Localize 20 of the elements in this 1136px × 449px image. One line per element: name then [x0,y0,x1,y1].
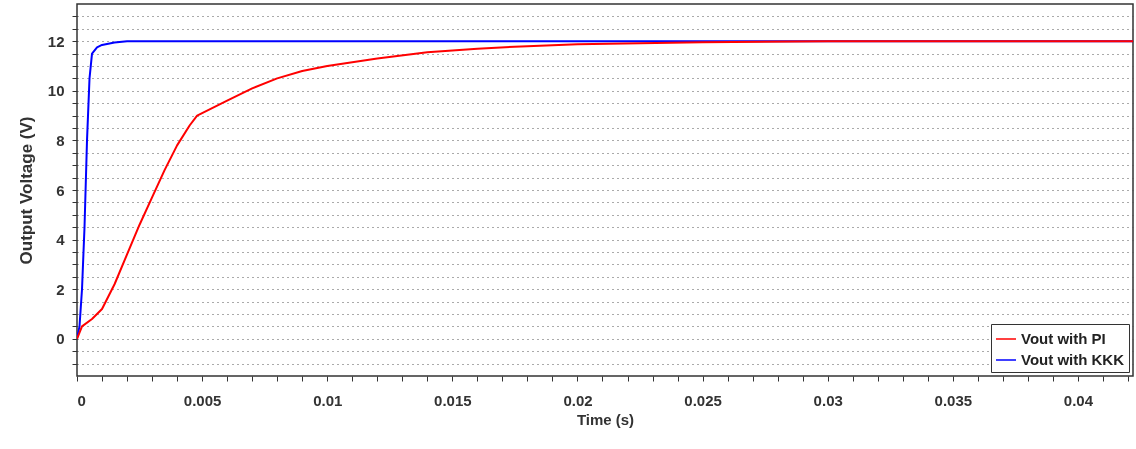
y-tick-label: 2 [56,280,65,298]
legend-label: Vout with KKK [1021,351,1125,368]
y-tick-label: 0 [56,330,65,348]
x-tick-label: 0.04 [1063,391,1094,409]
x-tick-label: 0.01 [313,391,343,409]
x-tick-label: 0.015 [434,391,472,409]
x-tick-label: 0.025 [684,391,722,409]
x-tick-label: 0.02 [563,391,593,409]
y-tick-label: 6 [56,181,65,199]
legend-label: Vout with PI [1021,330,1106,347]
x-tick-label: 0 [77,391,86,409]
y-tick-label: 8 [56,131,65,149]
y-axis-title: Output Voltage (V) [16,116,36,265]
x-axis-title: Time (s) [576,410,635,428]
x-tick-label: 0.03 [813,391,843,409]
x-tick-label: 0.005 [183,391,222,409]
y-tick-label: 12 [47,32,65,50]
y-tick-label: 4 [56,231,66,249]
y-tick-label: 10 [47,82,65,100]
x-tick-label: 0.035 [934,391,973,409]
